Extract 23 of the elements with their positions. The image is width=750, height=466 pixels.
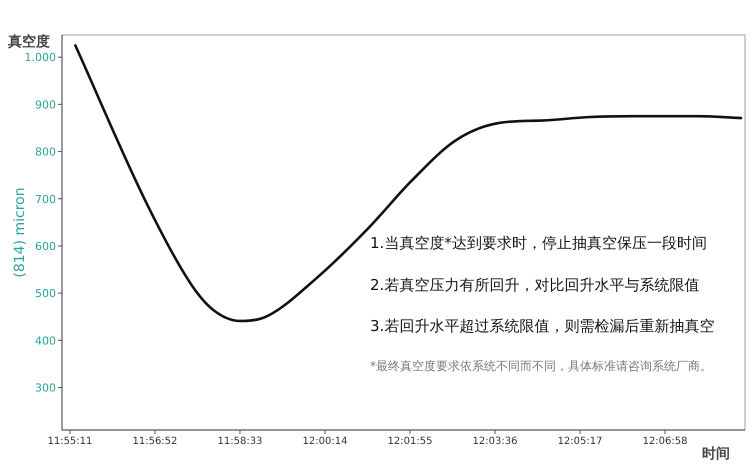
y-axis-title: (814) micron — [12, 187, 28, 278]
annotation: 1.当真空度*达到要求时，停止抽真空保压一段时间 — [370, 234, 707, 252]
y-tick-label: 700 — [35, 192, 56, 206]
x-tick-label: 11:58:33 — [218, 436, 262, 447]
x-tick-label: 12:06:58 — [642, 436, 688, 447]
x-tick-label: 12:01:55 — [388, 436, 432, 447]
chart-title: 真空度 — [7, 33, 50, 50]
annotation: 2.若真空压力有所回升，对比回升水平与系统限值 — [370, 276, 700, 294]
x-tick-label: 11:55:11 — [47, 436, 92, 447]
annotation: 3.若回升水平超过系统限值，则需检漏后重新抽真空 — [370, 317, 714, 335]
x-axis-title: 时间 — [702, 446, 730, 462]
y-tick-label: 400 — [35, 334, 56, 348]
y-tick-label: 1.000 — [24, 51, 56, 64]
x-tick-label: 12:03:36 — [472, 436, 518, 447]
y-tick-label: 300 — [35, 382, 56, 395]
y-tick-label: 800 — [35, 146, 56, 159]
annotation: *最终真空度要求依系统不同而不同，具体标准请咨询系统厂商。 — [370, 359, 712, 373]
y-tick-label: 500 — [35, 287, 56, 300]
x-tick-label: 12:00:14 — [302, 436, 348, 447]
y-tick-label: 600 — [35, 240, 56, 253]
x-tick-label: 11:56:52 — [132, 436, 178, 447]
y-tick-label: 900 — [35, 98, 56, 112]
x-tick-label: 12:05:17 — [558, 436, 602, 447]
